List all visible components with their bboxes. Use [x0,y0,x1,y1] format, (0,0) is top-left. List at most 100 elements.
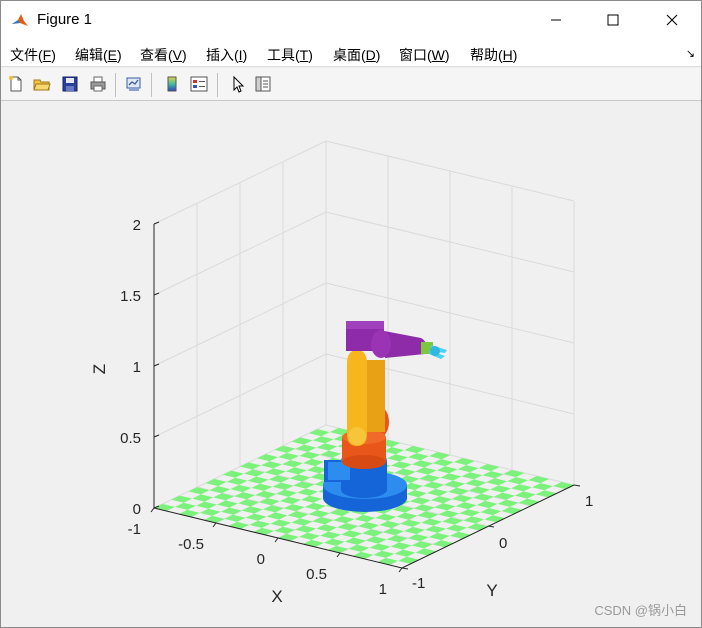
save-button[interactable] [59,73,81,95]
y-tick-label: 0 [499,535,507,552]
floor-tile [299,532,320,540]
floor-tile [295,444,317,452]
floor-tile [253,527,275,535]
new-figure-button[interactable] [5,73,27,95]
menu-edit[interactable]: 编辑(E) [75,47,122,63]
floor-tile [188,487,210,495]
floor-tile [312,517,334,525]
floor-tile [291,518,313,526]
floor-tile [408,453,429,461]
floor-tile [255,490,277,499]
property-inspector-icon [255,76,271,92]
floor-tile [171,495,193,503]
minimize-button[interactable] [533,1,579,39]
floor-tile [308,510,330,518]
floor-tile [469,486,490,494]
menu-help[interactable]: 帮助(H) [470,47,518,63]
floor-tile [383,528,404,536]
minimize-icon [551,19,561,21]
floor-tile [240,462,261,470]
floor-tile [276,489,298,497]
menu-bar: 文件(F) 编辑(E) 查看(V) 插入(I) 工具(T) 桌面(D) 窗口(W… [1,39,701,67]
x-tick-label: -1 [128,521,141,538]
link-plot-button[interactable] [123,73,145,95]
floor-tile [304,502,326,511]
floor-tile [459,509,481,517]
figure-canvas[interactable]: 2 1.5 1 0.5 0 -1 -0.5 0 0.5 1 -1 0 1 Z X… [1,102,701,627]
floor-tile [465,479,487,487]
close-button[interactable] [649,1,695,39]
select-arrow-button[interactable] [226,73,248,95]
save-icon [62,76,78,92]
floor-tile [446,524,467,532]
menu-window[interactable]: 窗口(W) [399,47,450,63]
menu-file[interactable]: 文件(F) [10,47,56,63]
floor-tile [257,454,279,462]
robot-link3-housing-top [346,321,384,329]
floor-tile [154,503,175,511]
floor-tile [493,492,515,500]
select-arrow-icon [233,75,245,93]
toolbar-separator [151,73,152,97]
axes-3d[interactable]: 2 1.5 1 0.5 0 -1 -0.5 0 0.5 1 -1 0 1 Z X… [1,102,701,627]
floor-tile [444,480,466,488]
floor-tile [419,474,441,482]
colorbar-icon [167,76,177,92]
robot-link1-bottom [342,455,386,469]
floor-tile [449,531,471,539]
floor-tile [274,526,296,534]
menu-view[interactable]: 查看(V) [140,47,187,63]
dock-arrow-icon[interactable]: ↘ [685,48,695,60]
floor-tile [285,467,307,475]
floor-tile [430,496,452,504]
floor-tile [490,485,511,493]
property-inspector-button[interactable] [252,73,274,95]
floor-tile [261,461,282,469]
floor-tile [386,535,408,543]
floor-tile [532,483,553,491]
floor-tile [383,447,405,455]
floor-tile [461,472,483,480]
floor-tile [486,478,508,486]
floor-tile [251,483,273,491]
floor-tile [262,505,284,513]
legend-button[interactable] [188,73,210,95]
floor-tile [413,504,435,512]
floor-tile [192,494,214,502]
floor-tile [507,477,529,485]
floor-tile [390,461,412,469]
floor-tile [406,490,427,498]
menu-insert[interactable]: 插入(I) [206,47,248,63]
floor-tile [278,533,299,541]
print-button[interactable] [87,73,109,95]
floor-tile [224,514,246,522]
menu-desktop[interactable]: 桌面(D) [333,47,381,63]
floor-tile [436,466,458,474]
floor-tile [320,450,342,458]
x-tick-label: 1 [379,581,387,598]
floor-tile [226,477,248,485]
open-file-button[interactable] [31,73,53,95]
floor-tile [308,429,330,437]
robot-flange [430,346,440,356]
legend-icon [190,76,208,92]
colorbar-button[interactable] [161,73,183,95]
floor-tile [432,459,454,467]
floor-tile [337,523,359,531]
z-axis-label: Z [90,364,109,374]
floor-tile [220,507,242,515]
maximize-button[interactable] [590,1,636,39]
floor-tile [442,517,464,525]
floor-tile [467,523,488,531]
floor-tile [323,538,345,546]
floor-tile [387,454,408,462]
x-axis-label: X [271,587,282,606]
floor-tile [333,516,355,524]
floor-tile [264,468,286,476]
x-tick-label: -0.5 [178,536,204,553]
floor-tile [478,464,500,472]
floor-tile [415,467,437,475]
z-tick-label: 2 [133,217,141,234]
floor-tile [341,530,362,538]
menu-tools[interactable]: 工具(T) [267,47,313,63]
